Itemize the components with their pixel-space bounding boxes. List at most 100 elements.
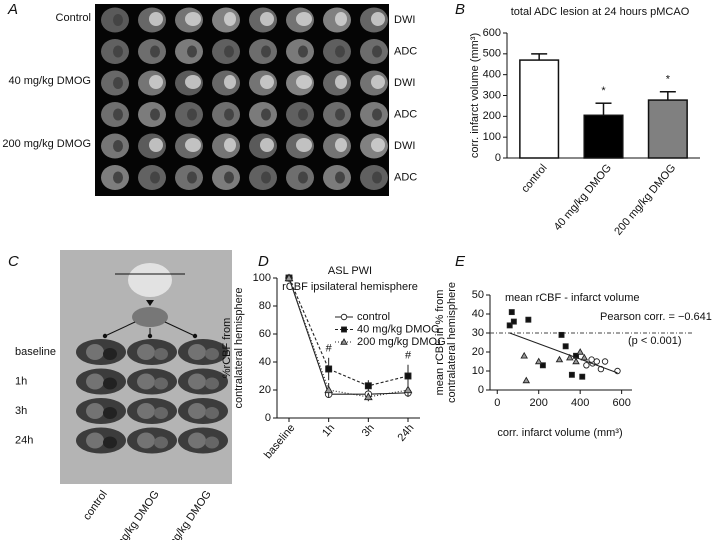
lesion: [224, 138, 236, 152]
brain-detail: [298, 171, 308, 184]
brain-detail: [205, 407, 219, 419]
sequence-label: DWI: [394, 140, 415, 152]
row-label: 200 mg/kg DMOG: [2, 138, 91, 150]
legend-marker: [340, 313, 348, 321]
lesion: [335, 75, 347, 89]
panel-letter: C: [8, 253, 19, 270]
brain-detail: [86, 373, 104, 390]
chart-title: total ADC lesion at 24 hours pMCAO: [511, 6, 690, 18]
marker: [525, 316, 532, 323]
x-tick-label: 200 mg/kg DMOG: [612, 162, 678, 238]
x-axis-label: corr. infarct volume (mm³): [497, 427, 622, 439]
lesion: [335, 12, 347, 26]
brain-detail: [187, 171, 197, 184]
lesion: [296, 75, 312, 89]
row-label: 40 mg/kg DMOG: [8, 75, 91, 87]
sequence-label: DWI: [394, 77, 415, 89]
marker: [520, 351, 528, 359]
lesion: [260, 12, 274, 26]
lesion: [371, 12, 385, 26]
lesion: [371, 138, 385, 152]
y-tick-label: 100: [253, 272, 271, 284]
chart-title: mean rCBF - infarct volume: [505, 292, 639, 304]
annotation: #: [326, 343, 333, 355]
brain-detail: [188, 344, 206, 360]
brain-detail: [372, 45, 382, 58]
brain-detail: [137, 344, 155, 360]
x-tick-label: 24h: [396, 422, 417, 444]
bar: [583, 114, 624, 159]
column-label: 200 mg/kg DMOG: [153, 489, 214, 540]
x-tick-label: 400: [571, 397, 589, 409]
y-tick-label: 0: [478, 384, 484, 396]
bar: [519, 59, 560, 159]
x-tick-label: 600: [612, 397, 630, 409]
y-tick-label: 30: [472, 327, 484, 339]
brain-detail: [298, 45, 308, 58]
x-tick-label: control: [519, 162, 549, 195]
brain-detail: [103, 348, 117, 360]
lesion: [149, 75, 163, 89]
brain-detail: [154, 436, 168, 449]
y-tick-label: 0: [495, 152, 501, 164]
marker: [601, 358, 609, 365]
x-tick-label: 3h: [360, 422, 377, 439]
brain-detail: [372, 171, 382, 184]
marker: [555, 355, 564, 363]
brain-detail: [188, 373, 206, 390]
marker: [539, 362, 546, 369]
x-tick-label: 200: [530, 397, 548, 409]
lesion: [335, 138, 347, 152]
brain-detail: [113, 77, 123, 89]
brain-detail: [113, 14, 123, 26]
annotation: *: [666, 74, 671, 86]
fit-line: [509, 332, 618, 374]
marker: [579, 373, 586, 380]
y-tick-label: 400: [483, 69, 501, 81]
brain-detail: [224, 108, 234, 121]
brain-detail: [335, 108, 345, 121]
y-tick-label: 60: [259, 328, 271, 340]
marker: [583, 362, 590, 369]
arrow: [164, 321, 196, 337]
brain-detail: [188, 403, 206, 419]
sequence-label: ADC: [394, 171, 417, 183]
arrow-head: [147, 333, 153, 339]
x-tick-label: 0: [494, 397, 500, 409]
brain-detail: [103, 436, 117, 449]
x-tick-label: 1h: [320, 422, 337, 439]
annotation: #: [405, 350, 412, 362]
y-axis-label: %rCBF from: [221, 318, 233, 379]
legend-label: 40 mg/kg DMOG: [357, 323, 440, 335]
brain-detail: [154, 407, 168, 419]
lesion: [224, 75, 236, 89]
brain-detail: [205, 436, 219, 449]
brain-detail: [86, 403, 104, 419]
legend-label: 200 mg/kg DMOG: [357, 336, 446, 348]
y-axis-label: corr. infarct volume (mm³): [469, 33, 481, 158]
row-label: Control: [56, 12, 91, 24]
row-label: 24h: [15, 434, 33, 446]
brain-detail: [113, 108, 123, 121]
marker: [364, 382, 372, 390]
column-label: control: [81, 489, 110, 523]
brain-detail: [137, 403, 155, 419]
marker: [534, 357, 543, 365]
marker: [576, 348, 584, 355]
row-label: baseline: [15, 346, 56, 358]
brain-detail: [298, 108, 308, 121]
x-tick-label: baseline: [262, 422, 298, 461]
lesion: [185, 12, 201, 26]
marker: [506, 322, 513, 329]
brain-coronal: [132, 307, 168, 327]
arrow-head: [192, 333, 198, 339]
brain-detail: [261, 171, 271, 184]
y-axis-label: contralateral hemisphere: [233, 287, 245, 408]
brain-detail: [261, 108, 271, 121]
lesion: [149, 12, 163, 26]
legend-marker: [340, 338, 348, 345]
marker: [580, 353, 589, 361]
brain-detail: [150, 171, 160, 184]
brain-top: [128, 263, 172, 297]
